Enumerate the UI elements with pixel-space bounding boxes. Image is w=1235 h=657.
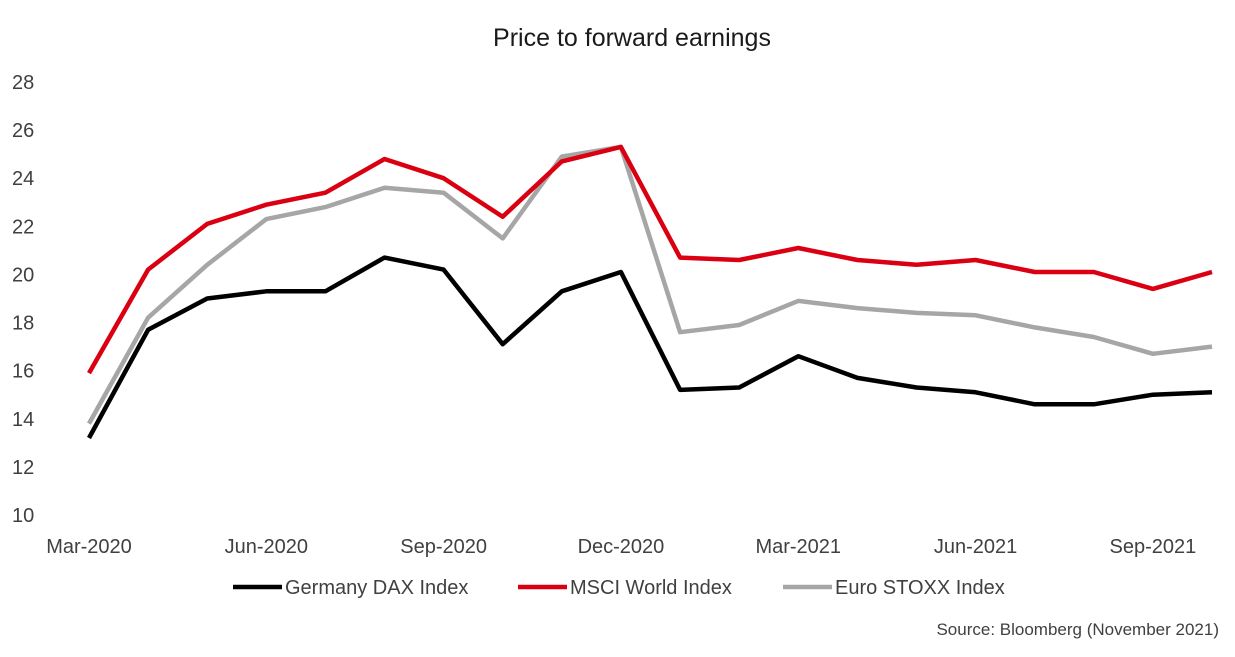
legend: Germany DAX Index MSCI World Index Euro … — [233, 577, 1005, 599]
x-axis-ticks: Mar-2020 Jun-2020 Sep-2020 Dec-2020 Mar-2021… — [46, 536, 1196, 558]
y-axis-ticks: 10 12 14 16 18 20 22 24 26 28 — [12, 72, 34, 527]
series-line-msci-world — [87, 144, 1213, 375]
x-tick-label: Jun-2021 — [934, 536, 1017, 558]
series-line-euro-stoxx — [87, 144, 1213, 425]
y-tick-label: 16 — [12, 361, 34, 383]
y-tick-label: 22 — [12, 216, 34, 238]
legend-label-germany-dax: Germany DAX Index — [285, 577, 468, 599]
x-tick-label: Jun-2020 — [225, 536, 308, 558]
y-tick-label: 20 — [12, 264, 34, 286]
y-tick-label: 28 — [12, 72, 34, 94]
x-tick-label: Sep-2021 — [1110, 536, 1197, 558]
x-tick-label: Mar-2020 — [46, 536, 132, 558]
series-line-germany-dax — [87, 255, 1213, 440]
y-tick-label: 18 — [12, 313, 34, 335]
y-tick-label: 24 — [12, 168, 34, 190]
x-tick-label: Dec-2020 — [578, 536, 665, 558]
y-tick-label: 14 — [12, 409, 34, 431]
y-tick-label: 10 — [12, 505, 34, 527]
chart-title: Price to forward earnings — [493, 24, 771, 52]
legend-item-euro-stoxx: Euro STOXX Index — [783, 577, 1005, 599]
legend-item-msci-world: MSCI World Index — [518, 577, 732, 599]
x-tick-label: Sep-2020 — [400, 536, 487, 558]
y-tick-label: 26 — [12, 120, 34, 142]
x-tick-label: Mar-2021 — [755, 536, 841, 558]
legend-label-euro-stoxx: Euro STOXX Index — [835, 577, 1005, 599]
y-tick-label: 12 — [12, 457, 34, 479]
legend-label-msci-world: MSCI World Index — [570, 577, 732, 599]
legend-item-germany-dax: Germany DAX Index — [233, 577, 468, 599]
source-note: Source: Bloomberg (November 2021) — [936, 620, 1219, 639]
series-lines — [87, 144, 1213, 440]
